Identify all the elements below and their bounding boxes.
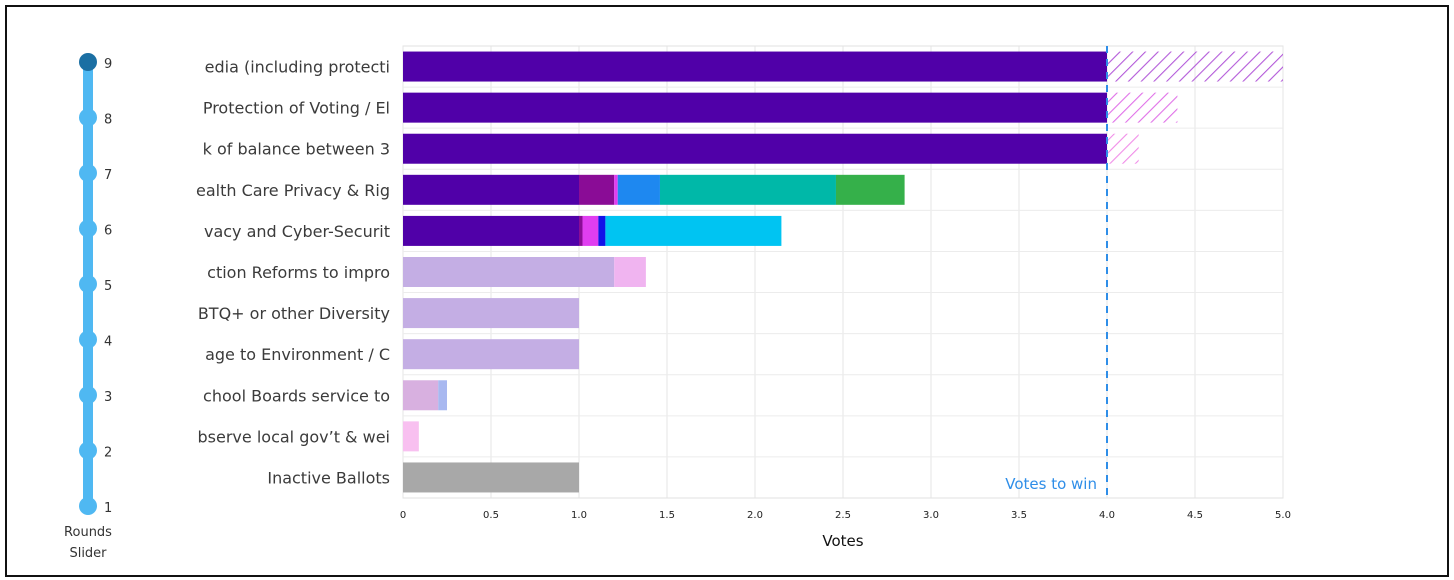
slider-round-label: 7 — [104, 168, 112, 183]
slider-round-label: 2 — [104, 446, 112, 461]
bar-segment[interactable] — [582, 215, 599, 246]
x-axis-label: Votes — [822, 532, 863, 550]
category-label: age to Environment / C — [205, 345, 390, 364]
category-labels: edia (including protecti Protection of Vo… — [196, 58, 390, 488]
x-tick-label: 2.0 — [747, 510, 763, 521]
votes-to-win-label: Votes to win — [1005, 475, 1097, 493]
slider-caption-line1: Rounds — [64, 525, 112, 540]
slider-knob-round-8[interactable] — [79, 108, 97, 127]
slider-knob-round-3[interactable] — [79, 386, 97, 404]
plot-area: Votes to win edia (including protecti Pro… — [196, 45, 1291, 550]
bar-segment[interactable] — [617, 174, 660, 205]
bar-segment[interactable] — [403, 133, 1107, 164]
bar-segment[interactable] — [438, 380, 447, 411]
slider-round-label: 1 — [104, 501, 112, 516]
slider-round-label: 9 — [104, 57, 112, 72]
bar-segment[interactable] — [614, 257, 646, 287]
bar-segment[interactable] — [403, 92, 1107, 123]
bar-segment[interactable] — [403, 421, 419, 452]
bar-segment[interactable] — [403, 174, 579, 205]
bar-segment[interactable] — [403, 51, 1107, 82]
slider-knob-round-6[interactable] — [79, 219, 97, 238]
x-tick-label: 0 — [400, 510, 406, 521]
bar-segment[interactable] — [598, 215, 606, 246]
bar-segment[interactable] — [614, 174, 618, 205]
category-label: k of balance between 3 — [203, 140, 390, 159]
bar-segment[interactable] — [1107, 92, 1178, 123]
bars — [403, 51, 1283, 493]
x-tick-label: 3.0 — [923, 510, 939, 521]
category-label: bserve local gov’t & wei — [198, 427, 390, 446]
slider-round-label: 5 — [104, 279, 112, 294]
slider-knob-round-7[interactable] — [79, 164, 97, 182]
slider-round-label: 3 — [104, 390, 112, 405]
category-label: ction Reforms to impro — [207, 263, 390, 282]
category-label: ealth Care Privacy & Rig — [196, 181, 390, 200]
x-axis-ticks: 0 0.5 1.0 1.5 2.0 2.5 3.0 3.5 4.0 4.5 5.0 — [400, 510, 1291, 521]
bar-segment[interactable] — [579, 215, 583, 246]
x-tick-label: 2.5 — [835, 510, 851, 521]
bar-segment[interactable] — [403, 257, 615, 287]
slider-round-label: 6 — [104, 224, 112, 239]
slider-round-label: 8 — [104, 113, 112, 128]
x-tick-label: 4.5 — [1187, 510, 1203, 521]
x-tick-label: 4.0 — [1099, 510, 1115, 521]
bar-segment[interactable] — [403, 339, 579, 370]
bar-segment[interactable] — [403, 380, 439, 411]
category-label: Protection of Voting / El — [203, 99, 390, 118]
bar-segment[interactable] — [403, 215, 579, 246]
x-tick-label: 5.0 — [1275, 510, 1291, 521]
bar-segment[interactable] — [605, 215, 782, 246]
x-tick-label: 3.5 — [1011, 510, 1027, 521]
bar-segment[interactable] — [659, 174, 836, 205]
category-label: Inactive Ballots — [267, 468, 390, 487]
bar-segment[interactable] — [403, 462, 579, 493]
bar-segment[interactable] — [1107, 51, 1283, 82]
slider-caption-line2: Slider — [69, 546, 107, 561]
slider-round-label: 4 — [104, 335, 112, 350]
x-tick-label: 1.0 — [571, 510, 587, 521]
slider-knob-round-4[interactable] — [79, 330, 97, 349]
slider-knob-round-9[interactable] — [79, 53, 97, 71]
threshold: Votes to win — [1005, 46, 1108, 500]
category-label: vacy and Cyber-Securit — [204, 222, 390, 241]
bar-segment[interactable] — [403, 298, 579, 329]
slider-knob-round-5[interactable] — [79, 275, 97, 293]
bar-segment[interactable] — [835, 174, 905, 205]
rounds-slider[interactable]: 1 2 3 4 5 6 7 8 9 Rounds Slider — [64, 53, 112, 561]
x-tick-label: 1.5 — [659, 510, 675, 521]
slider-knob-round-2[interactable] — [79, 441, 97, 460]
x-tick-label: 0.5 — [483, 510, 499, 521]
bar-segment[interactable] — [1107, 133, 1139, 164]
category-label: BTQ+ or other Diversity — [198, 304, 390, 323]
slider-knob-round-1[interactable] — [79, 497, 97, 515]
category-label: chool Boards service to — [203, 386, 390, 405]
category-label: edia (including protecti — [205, 58, 390, 77]
bar-segment[interactable] — [579, 174, 615, 205]
